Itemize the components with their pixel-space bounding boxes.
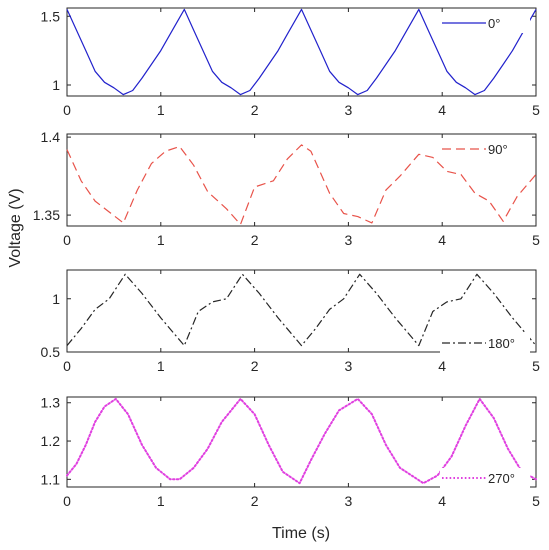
y-tick-label: 1.5 (41, 8, 61, 24)
series-line (66, 273, 537, 347)
y-tick-label: 1 (52, 77, 60, 93)
x-tick-label: 0 (63, 232, 71, 248)
x-tick-label: 0 (63, 493, 71, 509)
x-tick-label: 4 (438, 232, 446, 248)
x-tick-label: 4 (438, 493, 446, 509)
y-tick-label: 1 (52, 291, 60, 307)
x-tick-label: 5 (532, 232, 540, 248)
x-tick-label: 5 (532, 358, 540, 374)
y-tick-label: 1.2 (41, 433, 61, 449)
x-tick-label: 0 (63, 358, 71, 374)
legend-label: 90° (488, 142, 508, 157)
x-tick-label: 1 (157, 493, 165, 509)
chart-panels: 0 1 2 3 4 511.5 0°0 1 2 3 4 51.351.490°0 1 2 3 4 50.5118… (33, 7, 541, 509)
legend-label: 270° (488, 471, 515, 486)
x-tick-label: 2 (251, 493, 259, 509)
x-tick-label: 3 (345, 358, 353, 374)
legend-label: 180° (488, 336, 515, 351)
x-tick-label: 5 (532, 493, 540, 509)
axes-box (66, 7, 537, 97)
legend-label: 0° (488, 16, 500, 31)
x-tick-label: 1 (157, 232, 165, 248)
x-axis-label: Time (s) (272, 525, 330, 542)
x-tick-label: 1 (157, 358, 165, 374)
panel-0: 0 1 2 3 4 511.5 0° (41, 7, 540, 118)
x-tick-label: 0 (63, 102, 71, 118)
series-line (66, 397, 537, 485)
x-tick-label: 1 (157, 102, 165, 118)
panel-3: 0 1 2 3 4 5 1.1 1.2 1.3 270° (41, 395, 541, 509)
panel-2: 0 1 2 3 4 5 0.5 1 180° (41, 269, 540, 374)
axes-box (66, 396, 537, 488)
axes-box (66, 133, 537, 227)
panel-1: 0 1 2 3 4 5 1.35 1.4 90° (33, 129, 540, 248)
series-line (66, 144, 537, 225)
x-tick-label: 4 (438, 102, 446, 118)
series-line (66, 8, 537, 96)
x-tick-label: 4 (438, 358, 446, 374)
x-tick-label: 3 (345, 232, 353, 248)
axes-box (66, 269, 537, 353)
y-tick-label: 1.4 (41, 129, 61, 145)
x-tick-label: 5 (532, 102, 540, 118)
x-tick-label: 2 (251, 232, 259, 248)
x-tick-label: 2 (251, 102, 259, 118)
y-tick-label: 1.3 (41, 395, 61, 411)
y-tick-label: 1.35 (33, 207, 60, 223)
y-tick-label: 0.5 (41, 344, 61, 360)
x-tick-label: 2 (251, 358, 259, 374)
x-tick-label: 3 (345, 102, 353, 118)
y-axis-label: Voltage (V) (7, 188, 24, 267)
x-tick-label: 3 (345, 493, 353, 509)
y-tick-label: 1.1 (41, 471, 61, 487)
